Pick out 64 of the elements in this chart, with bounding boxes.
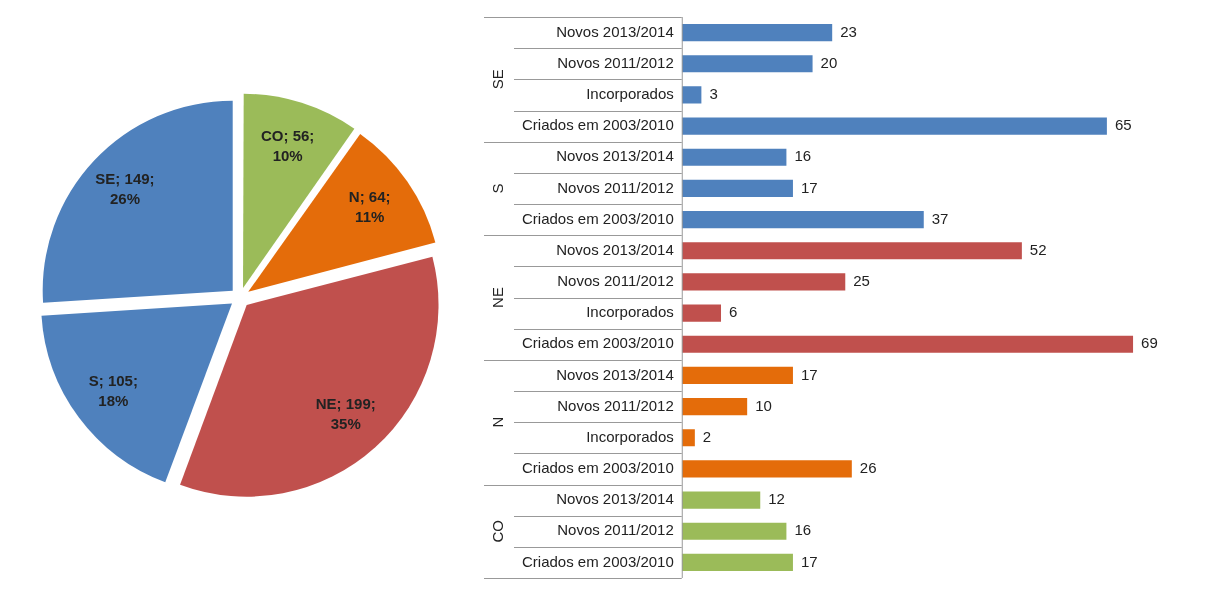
y-tick-label: Novos 2011/2012: [557, 178, 674, 196]
y-tick-label: Incorporados: [586, 303, 674, 321]
bar: [681, 335, 1134, 353]
text: N: [489, 416, 507, 428]
y-tick-label: Criados em 2003/2010: [522, 116, 674, 134]
text: S: [489, 183, 507, 194]
y-tick-label: Criados em 2003/2010: [522, 209, 674, 227]
slice-label: NE; 199; 35%: [315, 394, 376, 432]
y-tick-label: Incorporados: [586, 427, 674, 445]
y-tick-label: Novos 2013/2014: [556, 147, 674, 165]
y-tick-label: Novos 2011/2012: [557, 53, 674, 71]
bar: [681, 460, 852, 478]
y-tick-label: Novos 2013/2014: [556, 240, 674, 258]
bar: [681, 522, 787, 540]
data-label: 25: [853, 272, 870, 290]
slice-label: CO; 56; 10%: [261, 127, 315, 165]
slice-label: SE; 149; 26%: [95, 169, 155, 207]
data-label: 16: [794, 521, 812, 539]
bar: [681, 491, 761, 509]
data-label: 3: [709, 85, 718, 103]
text: NE: [489, 287, 507, 308]
y-tick-label: Criados em 2003/2010: [522, 552, 674, 570]
data-label: 52: [1029, 240, 1047, 258]
data-label: 17: [800, 552, 818, 570]
data-label: 26: [859, 459, 877, 477]
text: SE: [489, 69, 507, 90]
y-tick-label: Novos 2013/2014: [556, 22, 674, 40]
data-label: 6: [729, 303, 738, 321]
bar: [681, 117, 1107, 135]
data-label: 23: [840, 22, 857, 40]
y-tick-label: Novos 2011/2012: [557, 272, 674, 290]
bar: [681, 429, 695, 447]
bar: [681, 55, 813, 73]
y-tick-label: Novos 2013/2014: [556, 490, 674, 508]
y-tick-label: Novos 2013/2014: [556, 365, 674, 383]
data-label: 10: [755, 396, 772, 414]
y-tick-label: Novos 2011/2012: [557, 521, 674, 539]
y-tick-label: Novos 2011/2012: [557, 396, 674, 414]
data-label: 12: [768, 490, 785, 508]
slice-label: N; 64; 11%: [348, 187, 391, 225]
y-tick-label: Criados em 2003/2010: [522, 334, 674, 352]
bar: [681, 179, 793, 197]
bar: [681, 273, 846, 291]
data-label: 20: [820, 53, 838, 71]
bar: [681, 304, 722, 322]
data-label: 17: [800, 365, 818, 383]
bar: [681, 86, 702, 104]
slice-label: S; 105; 18%: [88, 371, 138, 409]
y-tick-label: Criados em 2003/2010: [522, 459, 674, 477]
data-label: 69: [1141, 334, 1158, 352]
data-label: 65: [1114, 116, 1132, 134]
bar: [681, 148, 787, 166]
y-tick-label: Incorporados: [586, 85, 674, 103]
data-label: 17: [800, 178, 818, 196]
bar: [681, 24, 833, 42]
data-label: 37: [931, 209, 949, 227]
bar: [681, 211, 924, 229]
bar: [681, 242, 1022, 260]
bar: [681, 366, 793, 384]
text: CO: [489, 520, 507, 543]
data-label: 16: [794, 147, 812, 165]
data-label: 2: [702, 427, 712, 445]
bar: [681, 553, 793, 571]
bar: [681, 398, 748, 416]
